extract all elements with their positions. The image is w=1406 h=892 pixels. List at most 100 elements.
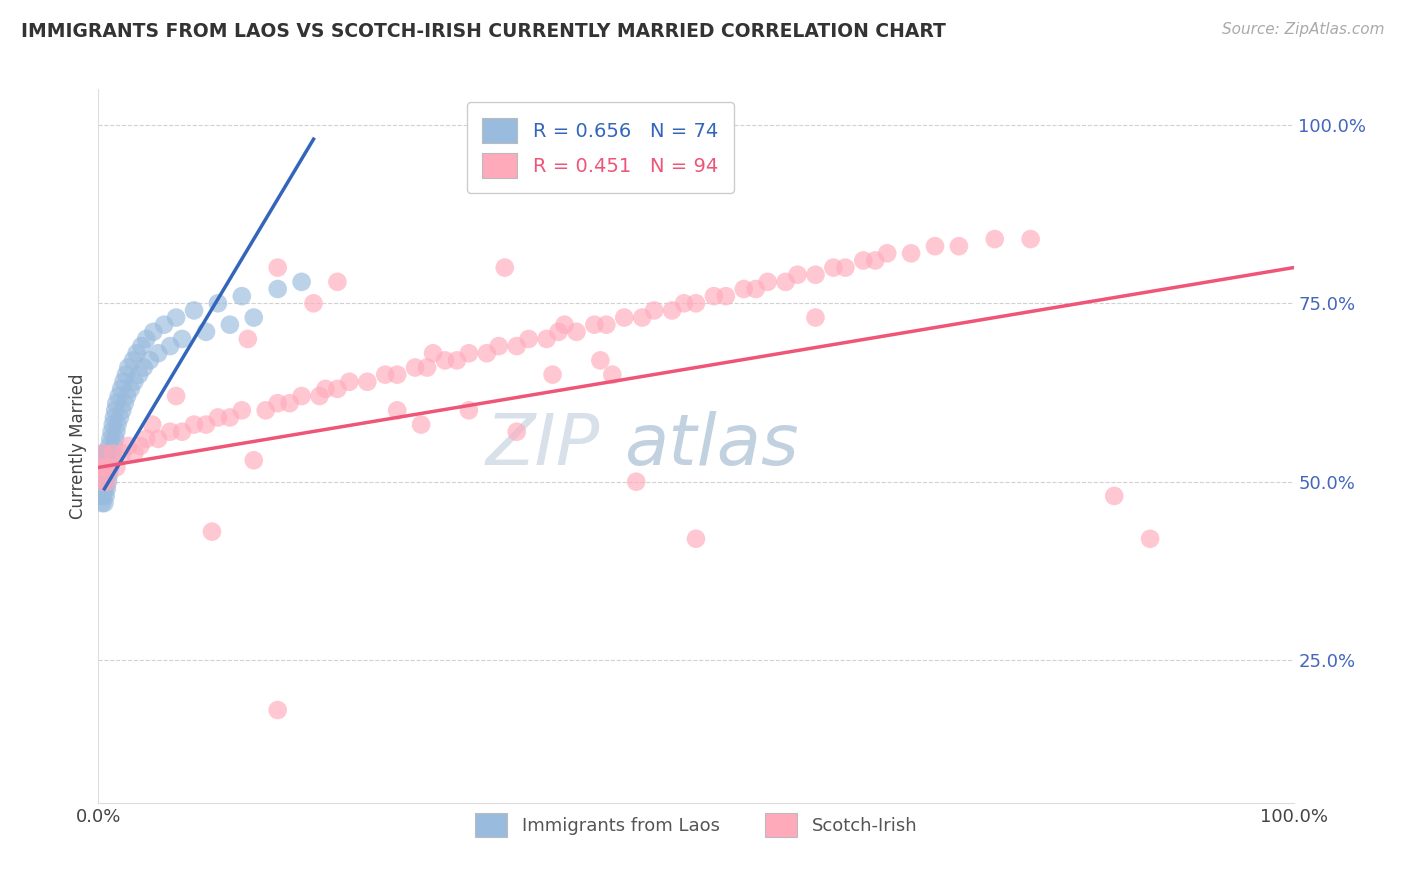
Point xyxy=(804,268,827,282)
Point xyxy=(494,260,516,275)
Point xyxy=(458,403,481,417)
Point xyxy=(105,396,128,410)
Point xyxy=(267,703,290,717)
Point xyxy=(96,467,118,482)
Point xyxy=(117,360,139,375)
Point xyxy=(356,375,378,389)
Point xyxy=(673,296,696,310)
Point xyxy=(488,339,510,353)
Point xyxy=(243,453,266,467)
Point xyxy=(91,446,114,460)
Point xyxy=(93,460,115,475)
Point xyxy=(201,524,224,539)
Point xyxy=(243,310,266,325)
Point xyxy=(90,489,112,503)
Point xyxy=(131,339,153,353)
Point xyxy=(91,453,114,467)
Point xyxy=(105,460,128,475)
Point xyxy=(104,432,127,446)
Point xyxy=(745,282,768,296)
Point xyxy=(547,325,569,339)
Point xyxy=(589,353,612,368)
Point xyxy=(195,325,218,339)
Point xyxy=(207,410,229,425)
Point xyxy=(105,425,128,439)
Point xyxy=(626,475,648,489)
Point xyxy=(517,332,540,346)
Point xyxy=(385,403,409,417)
Text: ZIP: ZIP xyxy=(486,411,600,481)
Point xyxy=(91,475,114,489)
Point xyxy=(91,460,114,475)
Point xyxy=(98,439,121,453)
Point xyxy=(475,346,498,360)
Point xyxy=(129,439,152,453)
Point xyxy=(124,446,146,460)
Point xyxy=(115,389,138,403)
Point xyxy=(422,346,444,360)
Point xyxy=(111,446,134,460)
Point xyxy=(786,268,808,282)
Point xyxy=(90,460,112,475)
Point xyxy=(733,282,755,296)
Point xyxy=(924,239,946,253)
Point xyxy=(1139,532,1161,546)
Point xyxy=(984,232,1007,246)
Point xyxy=(93,467,115,482)
Point xyxy=(775,275,797,289)
Point xyxy=(107,389,129,403)
Point xyxy=(115,368,138,382)
Point xyxy=(159,425,181,439)
Point xyxy=(602,368,624,382)
Point xyxy=(96,475,118,489)
Point xyxy=(865,253,887,268)
Point xyxy=(165,389,187,403)
Point xyxy=(267,396,290,410)
Point xyxy=(159,339,181,353)
Point xyxy=(101,417,124,432)
Point xyxy=(458,346,481,360)
Point xyxy=(117,439,139,453)
Point xyxy=(101,446,124,460)
Point xyxy=(852,253,875,268)
Point xyxy=(315,382,337,396)
Point xyxy=(98,446,122,460)
Point xyxy=(139,353,162,368)
Point xyxy=(948,239,970,253)
Point xyxy=(91,489,114,503)
Point xyxy=(595,318,617,332)
Point xyxy=(583,318,606,332)
Point xyxy=(541,368,564,382)
Point xyxy=(98,453,121,467)
Point xyxy=(172,332,194,346)
Point xyxy=(91,446,114,460)
Point xyxy=(254,403,277,417)
Point xyxy=(756,275,779,289)
Point xyxy=(128,368,150,382)
Point xyxy=(103,439,125,453)
Point xyxy=(122,353,145,368)
Point xyxy=(613,310,636,325)
Point xyxy=(91,475,114,489)
Point xyxy=(308,389,330,403)
Point xyxy=(302,296,325,310)
Point xyxy=(94,446,117,460)
Point xyxy=(1019,232,1042,246)
Point xyxy=(823,260,845,275)
Point xyxy=(96,453,118,467)
Point xyxy=(148,346,170,360)
Point xyxy=(112,375,135,389)
Point xyxy=(207,296,229,310)
Point xyxy=(685,296,707,310)
Point xyxy=(278,396,301,410)
Point xyxy=(339,375,361,389)
Point xyxy=(685,532,707,546)
Point xyxy=(434,353,457,368)
Point xyxy=(125,346,148,360)
Point xyxy=(183,417,205,432)
Point xyxy=(97,460,120,475)
Point xyxy=(536,332,558,346)
Point xyxy=(385,368,409,382)
Point xyxy=(153,318,176,332)
Point xyxy=(90,475,112,489)
